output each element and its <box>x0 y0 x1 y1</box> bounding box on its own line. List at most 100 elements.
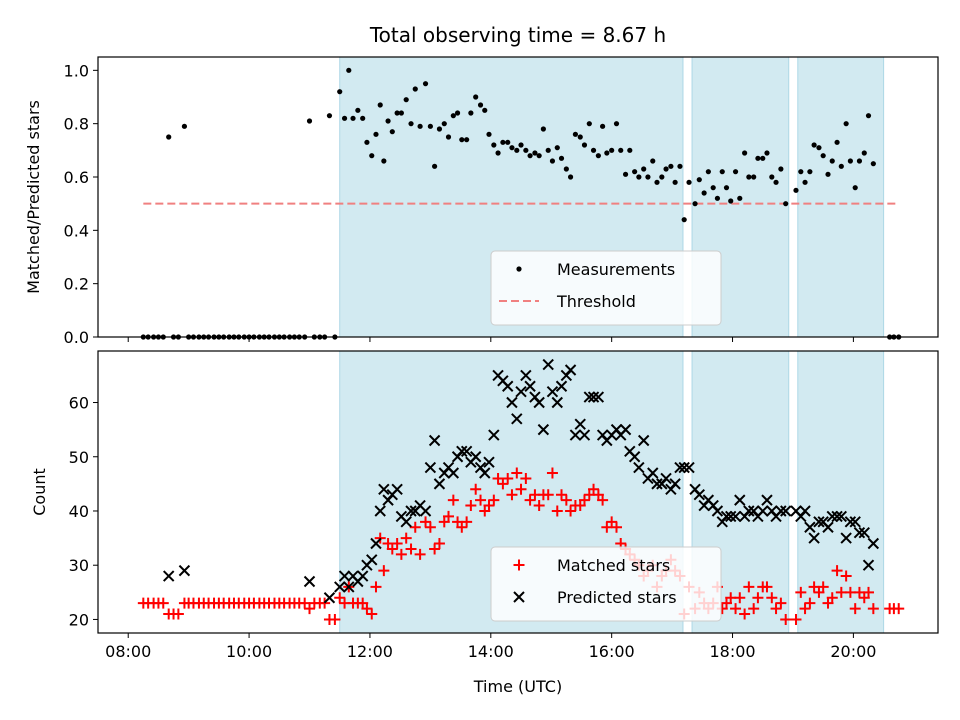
data-point <box>403 97 409 103</box>
data-point <box>334 581 346 593</box>
data-point <box>606 516 618 528</box>
data-point <box>725 510 737 523</box>
data-point <box>641 166 647 172</box>
chart-title: Total observing time = 8.67 h <box>369 23 666 47</box>
data-point <box>409 521 421 533</box>
data-point <box>577 134 583 140</box>
data-point <box>739 608 751 620</box>
y-axis-label-top: Matched/Predicted stars <box>24 100 43 294</box>
data-point <box>619 423 632 436</box>
data-point <box>701 190 707 196</box>
data-point <box>654 179 660 185</box>
data-point <box>483 500 495 512</box>
axes-frame-top <box>97 56 939 338</box>
panel-ratio: 0.0 0.2 0.4 0.6 0.8 1.0 Matched/Predicted sta… <box>24 56 939 347</box>
data-point <box>601 521 613 533</box>
data-point <box>479 467 491 479</box>
data-point <box>677 163 683 169</box>
data-point <box>400 516 412 528</box>
data-point <box>488 429 500 441</box>
data-point <box>844 516 857 528</box>
data-point <box>826 510 838 523</box>
data-point <box>454 110 461 116</box>
data-point <box>669 478 681 490</box>
data-point <box>597 494 609 506</box>
legend-bottom: Matched stars Predicted stars <box>490 546 722 622</box>
data-point <box>447 494 459 506</box>
data-point <box>668 163 674 169</box>
data-point <box>742 150 748 156</box>
data-point <box>469 451 482 463</box>
data-point <box>693 489 706 501</box>
data-point <box>515 483 527 495</box>
data-point <box>366 554 378 566</box>
data-point <box>554 145 560 151</box>
data-point <box>755 155 761 161</box>
data-point <box>734 592 746 604</box>
axes-frame-bottom <box>97 350 939 634</box>
data-point <box>587 391 600 403</box>
data-point <box>861 150 867 156</box>
data-point <box>611 521 623 533</box>
data-point <box>581 142 588 148</box>
data-point <box>414 548 426 560</box>
data-point <box>632 169 638 175</box>
data-point <box>728 198 734 204</box>
data-point <box>780 505 792 517</box>
data-point <box>500 139 506 145</box>
data-point <box>870 161 876 167</box>
y-tick-label: 20 <box>69 610 89 629</box>
data-point <box>166 134 172 140</box>
data-point <box>459 137 465 143</box>
data-point <box>683 461 695 474</box>
data-point <box>565 505 577 517</box>
data-point <box>840 570 852 582</box>
data-point <box>826 592 838 604</box>
data-point <box>645 174 651 180</box>
y-tick-label: 0.8 <box>64 115 89 134</box>
data-point <box>486 131 492 137</box>
data-point <box>678 461 690 474</box>
data-point <box>460 445 473 458</box>
y-tick-label: 1.0 <box>64 61 89 80</box>
data-point <box>719 169 725 175</box>
data-point <box>564 364 577 376</box>
data-point <box>681 217 687 223</box>
data-point <box>181 123 188 129</box>
x-tick-label: 16:00 <box>589 642 635 661</box>
data-point <box>157 597 169 609</box>
data-point <box>834 139 840 145</box>
data-point <box>369 153 375 159</box>
y-tick-label: 30 <box>69 556 89 575</box>
data-point <box>714 195 721 201</box>
panel-counts: 20 30 40 50 60 08:00 10:00 12:00 14:00 16:00 18:0… <box>30 350 939 661</box>
y-tick-label: 0.6 <box>64 168 89 187</box>
data-point <box>569 429 582 441</box>
data-point <box>811 142 817 148</box>
y-tick-label: 60 <box>69 394 89 413</box>
data-point <box>627 147 633 153</box>
x-tick-label: 10:00 <box>226 642 272 661</box>
data-point <box>491 142 497 148</box>
data-point <box>436 126 443 132</box>
y-tick-label: 0.4 <box>64 221 89 240</box>
data-point <box>424 461 437 474</box>
legend-label: Matched stars <box>557 556 670 575</box>
y-tick-label: 0.2 <box>64 275 89 294</box>
data-point <box>692 201 698 207</box>
matched-star-points <box>137 467 905 625</box>
data-point <box>405 505 417 517</box>
data-point <box>586 121 592 127</box>
data-point <box>395 548 407 560</box>
data-point <box>773 179 779 185</box>
data-point <box>511 413 523 425</box>
observing-window-3 <box>797 56 885 338</box>
legend-top: Measurements Threshold <box>490 250 722 326</box>
data-point <box>326 113 333 119</box>
data-point <box>424 521 436 533</box>
data-point <box>306 118 313 124</box>
data-point <box>429 543 441 555</box>
legend-label: Predicted stars <box>557 588 677 607</box>
data-point <box>578 494 590 506</box>
